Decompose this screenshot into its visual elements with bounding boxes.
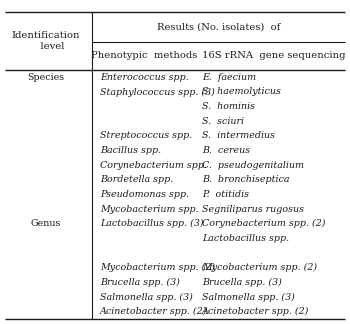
- Text: Acinetobacter spp. (2): Acinetobacter spp. (2): [100, 307, 207, 316]
- Text: Brucella spp. (3): Brucella spp. (3): [202, 278, 282, 287]
- Text: Salmonella spp. (3): Salmonella spp. (3): [202, 293, 295, 302]
- Text: S.  intermedius: S. intermedius: [202, 132, 275, 140]
- Text: Lactobacillus spp.: Lactobacillus spp.: [202, 234, 289, 243]
- Text: Segniliparus rugosus: Segniliparus rugosus: [202, 205, 304, 214]
- Text: Phenotypic  methods: Phenotypic methods: [91, 52, 198, 61]
- Text: Corynebacterium spp.: Corynebacterium spp.: [100, 161, 207, 170]
- Text: Bacillus spp.: Bacillus spp.: [100, 146, 161, 155]
- Text: Mycobacterium spp.: Mycobacterium spp.: [100, 205, 199, 214]
- Text: Genus: Genus: [31, 219, 61, 228]
- Text: Lactobacillus spp. (3): Lactobacillus spp. (3): [100, 219, 204, 228]
- Text: Enterococcus spp.: Enterococcus spp.: [100, 73, 189, 82]
- Text: 16S rRNA  gene sequencing: 16S rRNA gene sequencing: [202, 52, 345, 61]
- Text: Staphylococcus spp. (3): Staphylococcus spp. (3): [100, 87, 215, 97]
- Text: Pseudomonas spp.: Pseudomonas spp.: [100, 190, 189, 199]
- Text: Results (No. isolates)  of: Results (No. isolates) of: [157, 22, 280, 31]
- Text: Acinetobacter spp. (2): Acinetobacter spp. (2): [202, 307, 309, 316]
- Text: E.  faecium: E. faecium: [202, 73, 256, 82]
- Text: Mycobacterium spp. (2): Mycobacterium spp. (2): [100, 263, 215, 272]
- Text: C.  pseudogenitalium: C. pseudogenitalium: [202, 161, 304, 170]
- Text: S.  hominis: S. hominis: [202, 102, 255, 111]
- Text: P.  otitidis: P. otitidis: [202, 190, 249, 199]
- Text: Corynebacterium spp. (2): Corynebacterium spp. (2): [202, 219, 326, 228]
- Text: Mycobacterium spp. (2): Mycobacterium spp. (2): [202, 263, 317, 272]
- Text: Salmonella spp. (3): Salmonella spp. (3): [100, 293, 193, 302]
- Text: S.  sciuri: S. sciuri: [202, 117, 244, 126]
- Text: B.  bronchiseptica: B. bronchiseptica: [202, 175, 289, 184]
- Text: Bordetella spp.: Bordetella spp.: [100, 175, 173, 184]
- Text: Streptococcus spp.: Streptococcus spp.: [100, 132, 192, 140]
- Text: Brucella spp. (3): Brucella spp. (3): [100, 278, 180, 287]
- Text: Species: Species: [27, 73, 64, 82]
- Text: Identification
    level: Identification level: [12, 31, 80, 51]
- Text: B.  cereus: B. cereus: [202, 146, 250, 155]
- Text: S.  haemolyticus: S. haemolyticus: [202, 87, 281, 97]
